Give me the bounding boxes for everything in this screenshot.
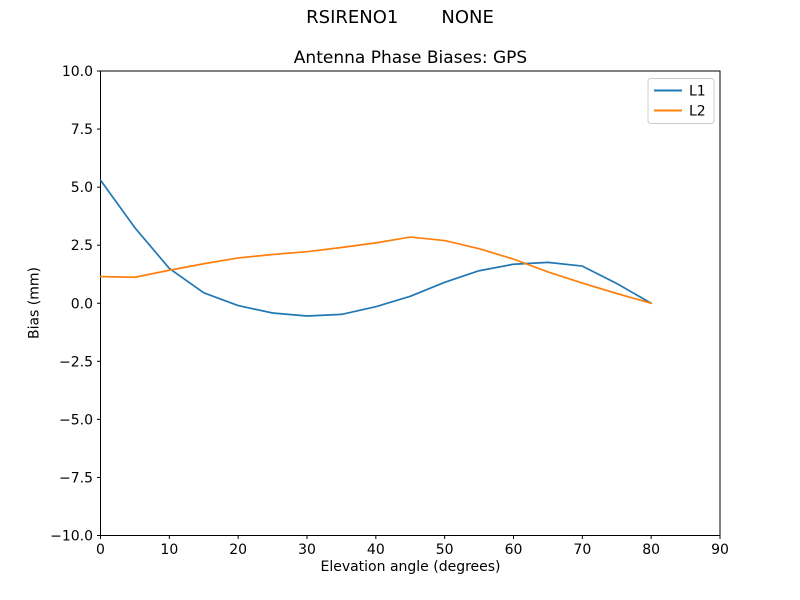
legend-label-L1: L1 — [689, 84, 706, 100]
x-tick-label: 80 — [642, 542, 660, 558]
chart-title: Antenna Phase Biases: GPS — [293, 48, 528, 68]
x-tick-label: 20 — [229, 542, 247, 558]
y-tick-label: 5.0 — [71, 180, 93, 196]
x-tick-label: 60 — [505, 542, 523, 558]
mode-label: NONE — [441, 7, 494, 28]
y-tick-label: 0.0 — [71, 296, 93, 312]
axes-frame — [100, 70, 721, 536]
y-tick-label: 7.5 — [71, 122, 93, 138]
y-tick-label: −7.5 — [59, 470, 93, 486]
y-tick-label: 10.0 — [62, 64, 93, 80]
y-tick-label: −2.5 — [59, 354, 93, 370]
plot-line-L1 — [99, 179, 653, 317]
x-tick-label: 0 — [96, 542, 105, 558]
plot-line-L2 — [99, 236, 653, 305]
x-axis-label: Elevation angle (degrees) — [320, 559, 501, 575]
x-tick-label: 30 — [298, 542, 316, 558]
y-tick-label: −10.0 — [50, 529, 93, 545]
x-tick-label: 50 — [436, 542, 454, 558]
y-tick-label: −5.0 — [59, 412, 93, 428]
station-id: RSIRENO1 — [306, 7, 399, 28]
x-tick-label: 90 — [711, 542, 729, 558]
legend-label-L2: L2 — [689, 104, 706, 120]
figure-suptitle: RSIRENO1 NONE — [0, 7, 800, 29]
y-tick-label: 2.5 — [71, 238, 93, 254]
x-tick-label: 40 — [367, 542, 385, 558]
x-tick-label: 10 — [160, 542, 178, 558]
x-tick-label: 70 — [573, 542, 591, 558]
